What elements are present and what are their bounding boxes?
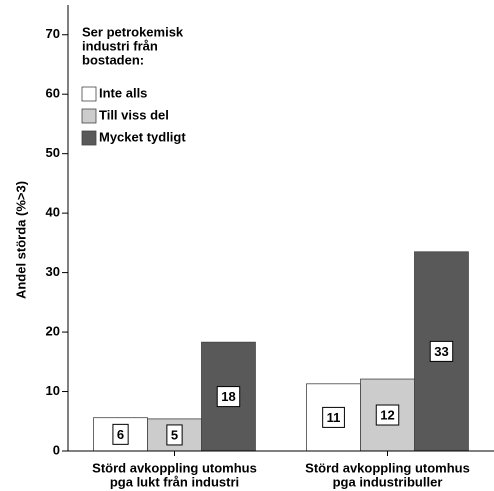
value-label: 18 — [221, 389, 235, 404]
y-tick-label: 40 — [46, 205, 60, 220]
legend-swatch — [81, 86, 97, 102]
value-label-box — [112, 423, 129, 445]
x-tick-label: pga industribuller — [333, 474, 443, 489]
y-tick-label: 50 — [46, 145, 60, 160]
y-tick-label: 20 — [46, 324, 60, 339]
y-tick-label: 30 — [46, 264, 60, 279]
value-label: 6 — [117, 427, 124, 442]
value-label-group: 18 — [216, 386, 241, 408]
value-label-box — [216, 386, 241, 408]
value-label-box — [166, 424, 183, 446]
legend-swatch — [81, 108, 97, 124]
legend-title: industri från — [82, 38, 158, 53]
value-label-group: 6 — [112, 423, 129, 445]
y-tick-label: 60 — [46, 86, 60, 101]
value-label-group: 33 — [429, 340, 454, 362]
legend-title: Ser petrokemisk — [82, 24, 184, 39]
x-tick-label: Störd avkoppling utomhus — [92, 460, 257, 475]
value-label-box — [322, 406, 345, 428]
legend-swatch — [81, 130, 97, 146]
value-label-group: 5 — [166, 424, 183, 446]
value-label: 33 — [434, 344, 448, 359]
value-label-group: 11 — [322, 406, 345, 428]
legend-label: Till viss del — [99, 107, 169, 122]
value-label: 11 — [327, 410, 341, 425]
value-label: 5 — [171, 427, 178, 442]
y-axis-label: Andel störda (%>3) — [13, 181, 28, 299]
x-tick-label: pga lukt från industri — [110, 474, 239, 489]
x-tick-label: Störd avkoppling utomhus — [305, 460, 470, 475]
value-label-box — [429, 340, 454, 362]
value-label: 12 — [380, 407, 394, 422]
y-tick-label: 10 — [46, 383, 60, 398]
legend-label: Inte alls — [99, 85, 147, 100]
y-tick-label: 0 — [53, 442, 60, 457]
y-tick-label: 70 — [46, 26, 60, 41]
value-label-box — [375, 404, 400, 426]
legend-title: bostaden: — [82, 52, 144, 67]
value-label-group: 12 — [375, 404, 400, 426]
legend-label: Mycket tydligt — [99, 129, 186, 144]
